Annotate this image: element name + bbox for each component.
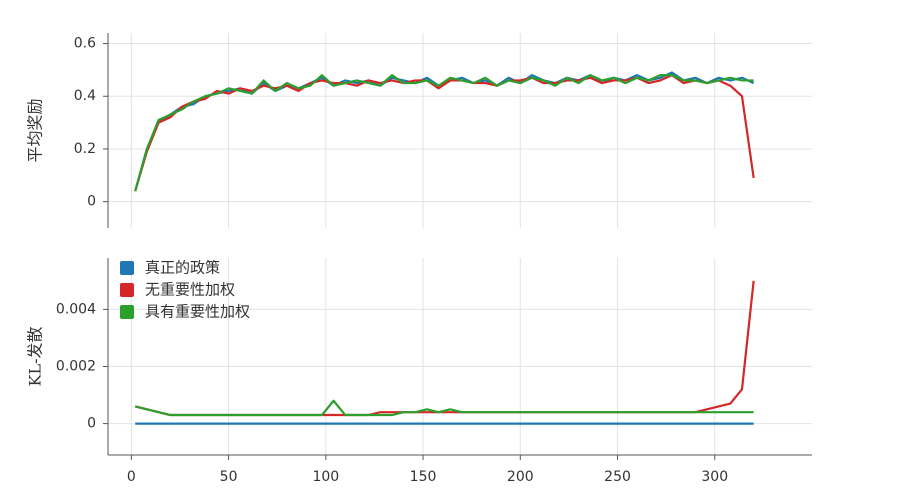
legend-label: 无重要性加权 [145,281,235,299]
y-tick-label: 0.004 [56,301,96,317]
x-tick-label: 300 [701,469,728,485]
y-tick-label: 0.2 [74,141,96,157]
x-tick-label: 0 [127,469,136,485]
x-tick-label: 100 [312,469,339,485]
x-tick-label: 50 [220,469,238,485]
y-tick-label: 0.6 [74,36,96,52]
x-tick-label: 200 [507,469,534,485]
y-axis-label: KL-发散 [26,327,45,387]
x-tick-label: 150 [410,469,437,485]
legend-swatch [120,261,134,275]
series-line [134,74,755,192]
legend-label: 真正的政策 [145,259,220,277]
series-line [134,71,755,192]
series-line [134,399,754,417]
series-line [134,74,754,192]
y-tick-label: 0.4 [74,88,96,104]
x-tick-label: 250 [604,469,631,485]
series-line [134,280,755,417]
legend-label: 具有重要性加权 [145,303,250,321]
legend-swatch [120,305,134,319]
y-tick-label: 0.002 [56,358,96,374]
y-tick-label: 0 [87,416,96,432]
y-tick-label: 0 [87,194,96,210]
legend-swatch [120,283,134,297]
y-axis-label: 平均奖励 [26,98,45,162]
